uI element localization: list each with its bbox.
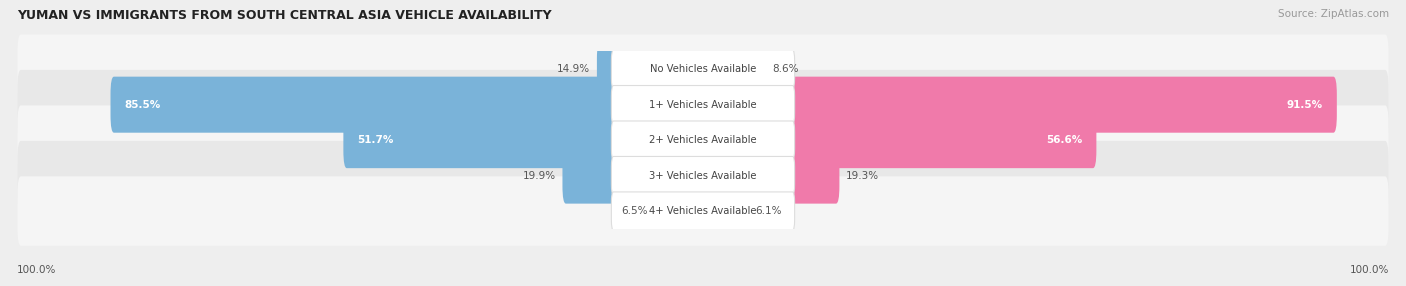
Text: 8.6%: 8.6% — [772, 64, 799, 74]
Text: 85.5%: 85.5% — [124, 100, 160, 110]
Text: 2+ Vehicles Available: 2+ Vehicles Available — [650, 135, 756, 145]
FancyBboxPatch shape — [598, 41, 706, 97]
FancyBboxPatch shape — [612, 86, 794, 124]
Text: 4+ Vehicles Available: 4+ Vehicles Available — [650, 206, 756, 216]
Text: 100.0%: 100.0% — [1350, 265, 1389, 275]
FancyBboxPatch shape — [111, 77, 706, 133]
FancyBboxPatch shape — [17, 70, 1389, 140]
Text: No Vehicles Available: No Vehicles Available — [650, 64, 756, 74]
Text: 91.5%: 91.5% — [1286, 100, 1323, 110]
FancyBboxPatch shape — [17, 105, 1389, 175]
Text: 1+ Vehicles Available: 1+ Vehicles Available — [650, 100, 756, 110]
Text: 19.3%: 19.3% — [846, 171, 879, 180]
Text: 6.5%: 6.5% — [621, 206, 648, 216]
FancyBboxPatch shape — [17, 176, 1389, 246]
Text: 3+ Vehicles Available: 3+ Vehicles Available — [650, 171, 756, 180]
FancyBboxPatch shape — [612, 156, 794, 195]
Text: YUMAN VS IMMIGRANTS FROM SOUTH CENTRAL ASIA VEHICLE AVAILABILITY: YUMAN VS IMMIGRANTS FROM SOUTH CENTRAL A… — [17, 9, 551, 21]
FancyBboxPatch shape — [343, 112, 706, 168]
Text: 100.0%: 100.0% — [17, 265, 56, 275]
FancyBboxPatch shape — [612, 50, 794, 88]
Text: 6.1%: 6.1% — [755, 206, 782, 216]
Text: 19.9%: 19.9% — [523, 171, 555, 180]
FancyBboxPatch shape — [17, 34, 1389, 104]
FancyBboxPatch shape — [700, 148, 839, 204]
FancyBboxPatch shape — [562, 148, 706, 204]
FancyBboxPatch shape — [700, 112, 1097, 168]
Text: 14.9%: 14.9% — [557, 64, 591, 74]
Text: 51.7%: 51.7% — [357, 135, 394, 145]
Text: 56.6%: 56.6% — [1046, 135, 1083, 145]
FancyBboxPatch shape — [700, 41, 766, 97]
FancyBboxPatch shape — [700, 77, 1337, 133]
FancyBboxPatch shape — [612, 192, 794, 230]
FancyBboxPatch shape — [655, 183, 706, 239]
Text: Source: ZipAtlas.com: Source: ZipAtlas.com — [1278, 9, 1389, 19]
FancyBboxPatch shape — [700, 183, 748, 239]
FancyBboxPatch shape — [612, 121, 794, 159]
FancyBboxPatch shape — [17, 141, 1389, 210]
